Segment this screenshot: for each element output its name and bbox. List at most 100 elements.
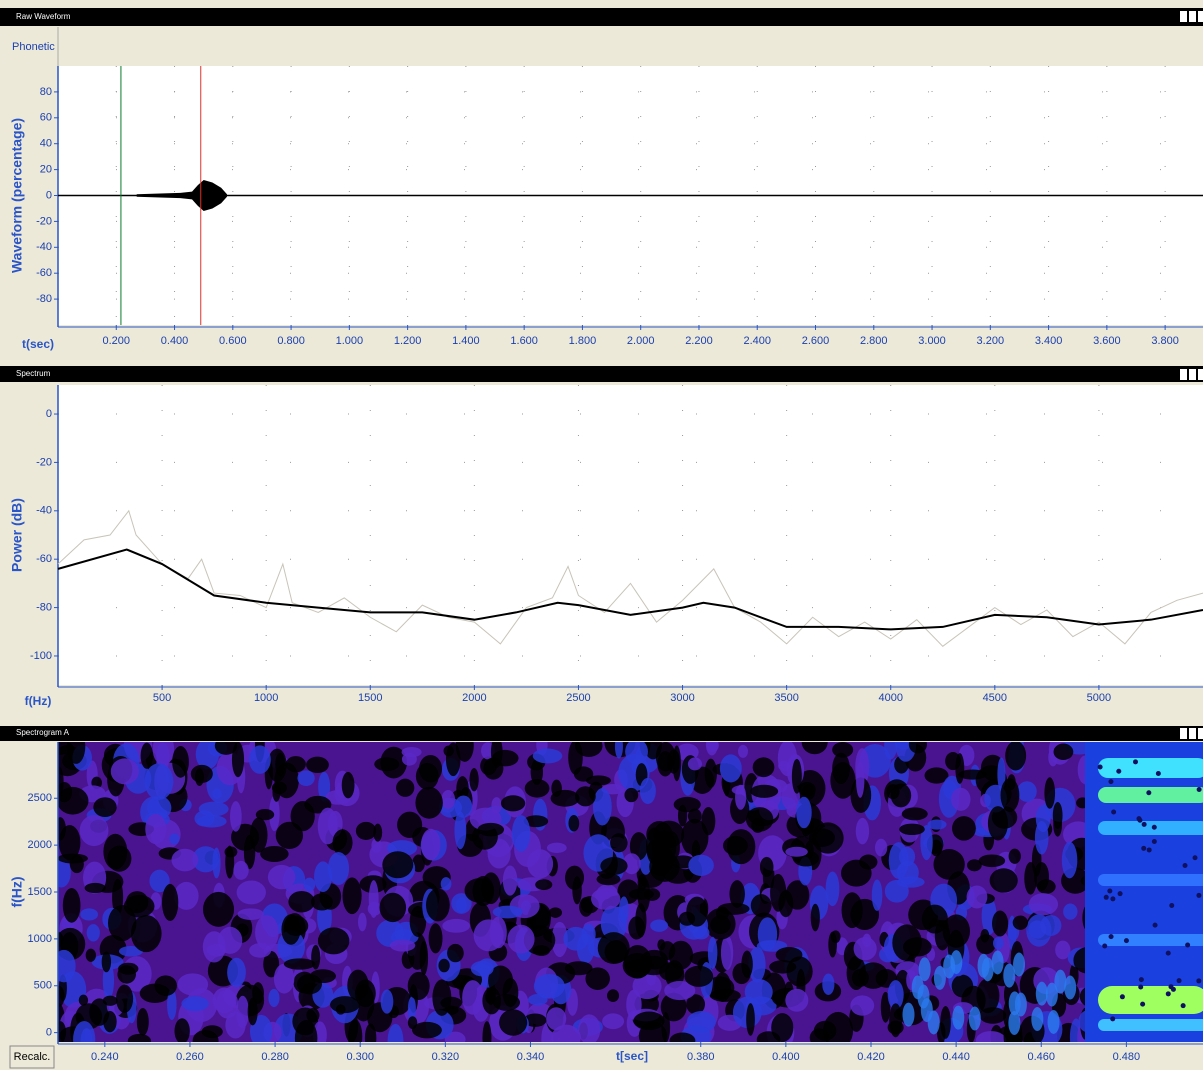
texture: [1168, 984, 1173, 989]
texture: [578, 1014, 600, 1044]
title-bar: [0, 8, 1203, 26]
texture: [1102, 943, 1107, 948]
texture: [174, 1018, 189, 1044]
texture: [785, 847, 807, 857]
texture: [1118, 891, 1123, 896]
close[interactable]: [1198, 369, 1203, 380]
minimize[interactable]: [1180, 728, 1187, 739]
texture: [635, 903, 646, 937]
texture: [103, 996, 118, 1006]
texture: [203, 892, 234, 927]
texture: [382, 851, 413, 878]
texture: [607, 989, 619, 1002]
texture: [729, 880, 744, 908]
texture: [602, 1013, 624, 1029]
texture: [216, 990, 238, 1019]
texture: [328, 852, 349, 885]
texture: [705, 759, 717, 788]
minimize[interactable]: [1180, 11, 1187, 22]
page: {"windows": [ {"title": "Raw Waveform", …: [0, 0, 1203, 1070]
texture: [751, 818, 764, 833]
texture: [988, 806, 1008, 840]
x-tick-label: 3.000: [918, 335, 946, 347]
texture: [667, 750, 680, 774]
texture: [441, 877, 452, 890]
maximize[interactable]: [1189, 11, 1196, 22]
texture: [638, 874, 647, 891]
texture: [306, 757, 329, 773]
y-tick-label: 2500: [28, 792, 52, 804]
texture: [412, 1022, 442, 1038]
minimize[interactable]: [1180, 369, 1187, 380]
texture: [967, 885, 988, 908]
texture: [272, 782, 280, 802]
texture: [720, 754, 742, 782]
x-axis-label: t[sec]: [616, 1049, 648, 1063]
texture: [1156, 771, 1161, 776]
x-tick-label: 0.440: [942, 1051, 970, 1063]
y-tick-label: -40: [36, 505, 52, 517]
texture: [903, 1003, 915, 1027]
texture: [1110, 1016, 1115, 1021]
maximize[interactable]: [1189, 369, 1196, 380]
texture: [250, 817, 268, 852]
texture: [688, 855, 714, 876]
texture: [710, 915, 731, 934]
texture: [1111, 809, 1116, 814]
texture: [70, 855, 84, 873]
y-tick-label: 0: [46, 408, 52, 420]
y-tick-label: 40: [40, 138, 52, 150]
texture: [670, 1032, 696, 1048]
texture: [841, 860, 872, 887]
x-tick-label: 3500: [774, 692, 798, 704]
texture: [852, 969, 869, 987]
texture: [1138, 985, 1143, 990]
texture: [193, 1030, 219, 1052]
texture: [640, 778, 656, 804]
texture: [1053, 744, 1073, 760]
texture: [990, 868, 1018, 892]
y-tick-label: -60: [36, 553, 52, 565]
texture: [268, 865, 296, 889]
app-window: Raw Waveform Phonetic Spectrum Spectrogr…: [0, 0, 1203, 1070]
texture: [1152, 825, 1157, 830]
texture: [478, 823, 504, 836]
texture: [87, 924, 100, 941]
texture: [950, 950, 962, 974]
texture: [701, 807, 715, 835]
x-tick-label: 3.400: [1035, 335, 1063, 347]
maximize[interactable]: [1189, 728, 1196, 739]
texture: [751, 894, 772, 917]
x-tick-label: 2500: [566, 692, 590, 704]
texture: [1013, 915, 1028, 929]
texture: [811, 904, 820, 932]
texture: [297, 974, 322, 994]
texture: [181, 996, 209, 1011]
x-tick-label: 1.600: [510, 335, 538, 347]
x-tick-label: 1.000: [336, 335, 364, 347]
texture: [286, 756, 306, 772]
close[interactable]: [1198, 728, 1203, 739]
x-tick-label: 3.600: [1093, 335, 1121, 347]
y-tick-label: 80: [40, 86, 52, 98]
texture: [889, 1003, 902, 1037]
texture: [1166, 951, 1171, 956]
texture: [1153, 923, 1158, 928]
texture: [902, 807, 928, 820]
x-tick-label: 5000: [1087, 692, 1111, 704]
texture: [154, 975, 177, 996]
texture: [899, 824, 925, 835]
x-tick-label: 0.420: [857, 1051, 885, 1063]
texture: [980, 929, 989, 943]
texture: [769, 960, 796, 973]
texture: [381, 989, 394, 1013]
texture: [177, 973, 208, 995]
close[interactable]: [1198, 11, 1203, 22]
button-label[interactable]: Recalc.: [14, 1051, 51, 1063]
texture: [482, 1021, 491, 1054]
texture: [268, 989, 279, 1007]
texture: [886, 784, 899, 799]
x-tick-label: 1.400: [452, 335, 480, 347]
texture: [1107, 888, 1112, 893]
tab[interactable]: Phonetic: [12, 41, 55, 53]
